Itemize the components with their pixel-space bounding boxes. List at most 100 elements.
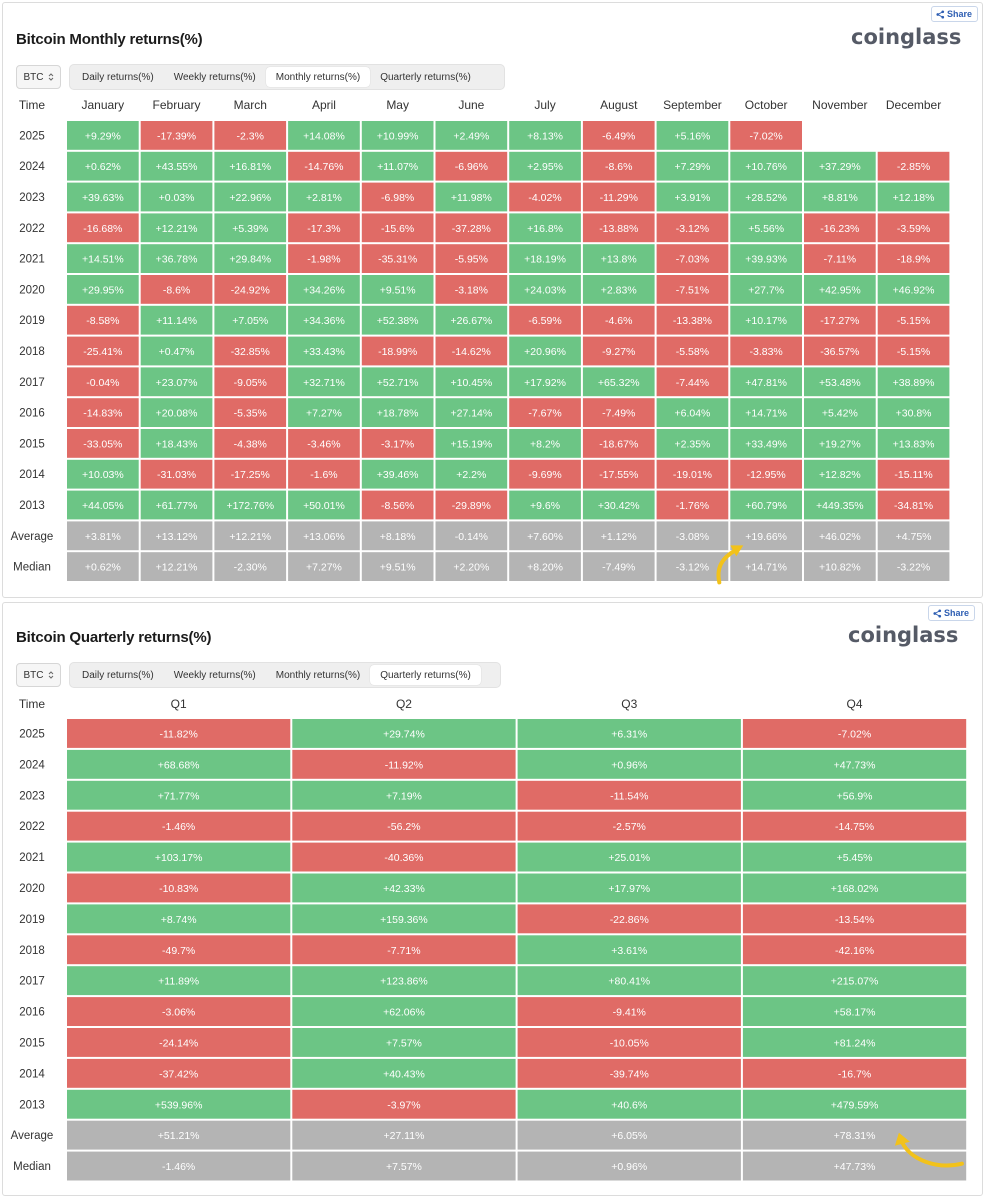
share-button[interactable]: Share [928,605,976,621]
heatmap-cell [214,367,287,397]
tab-quarterly[interactable]: Quarterly returns(%) [380,71,471,83]
heatmap-cell [877,429,950,458]
heatmap-cell [435,490,508,520]
heatmap-cell [509,244,581,273]
cell-value: +61.77% [156,500,198,512]
row-label: 2017 [19,976,45,988]
cell-value: +0.62% [85,562,121,574]
heatmap-cell [730,429,802,458]
tab-weekly[interactable]: Weekly returns(%) [173,71,256,83]
cell-value: -2.57% [613,821,646,833]
tab-monthly[interactable]: Monthly returns(%) [275,669,361,681]
heatmap-cell [656,490,729,520]
coin-select[interactable]: BTC [16,65,61,89]
coin-select[interactable]: BTC [16,663,61,687]
cell-value: -13.38% [673,315,712,327]
cell-value: +123.86% [380,976,428,988]
heatmap-cell [140,275,213,304]
heatmap-cell [804,367,876,397]
tab-monthly[interactable]: Monthly returns(%) [265,67,371,87]
heatmap-cell [214,275,287,304]
heatmap-cell [804,244,876,273]
column-header: Q2 [396,697,412,711]
row-label: 2018 [19,945,45,957]
cell-value: +29.84% [229,254,271,266]
heatmap-cell [361,213,434,243]
tab-daily[interactable]: Daily returns(%) [82,669,154,681]
heatmap-cell [877,521,950,551]
heatmap-cell [288,521,360,551]
cell-value: -3.18% [455,284,488,296]
highlight-arrow-head [894,1132,910,1146]
cell-value: -16.7% [838,1068,871,1080]
row-label: Median [13,562,51,574]
quarterly-returns-panel: Share Bitcoin Quarterly returns(%) coing… [2,602,983,1196]
heatmap-cell [730,490,802,520]
coin-select-value: BTC [23,669,44,681]
heatmap-cell [140,244,213,273]
heatmap-cell [214,552,287,581]
cell-value: -6.59% [528,315,561,327]
heatmap-cell [877,459,950,489]
heatmap-cell [517,904,741,934]
tab-quarterly[interactable]: Quarterly returns(%) [370,665,481,685]
heatmap-cell [509,552,581,581]
share-button[interactable]: Share [931,6,979,22]
tab-weekly[interactable]: Weekly returns(%) [173,669,256,681]
heatmap-cell [361,182,434,212]
heatmap-cell [804,336,876,366]
heatmap-cell [742,1151,967,1181]
cell-value: +449.35% [816,500,864,512]
cell-value: -6.96% [455,161,488,173]
row-label: 2024 [19,161,45,173]
heatmap-cell [67,873,291,903]
cell-value: +19.27% [819,438,861,450]
cell-value: +39.93% [745,254,787,266]
cell-value: -7.67% [528,408,561,420]
heatmap-cell [517,1058,741,1088]
tab-daily[interactable]: Daily returns(%) [82,71,154,83]
heatmap-cell [877,490,950,520]
cell-value: +5.56% [748,223,784,235]
heatmap-cell [509,521,581,551]
cell-value: -5.35% [234,408,267,420]
cell-value: +26.67% [450,315,492,327]
cell-value: +16.81% [229,161,271,173]
cell-value: +33.49% [745,438,787,450]
heatmap-cell [582,244,655,273]
heatmap-cell [140,336,213,366]
cell-value: -2.85% [897,161,930,173]
cell-value: -5.58% [676,346,709,358]
cell-value: -11.92% [385,759,423,771]
sort-updown-icon [48,671,53,679]
cell-value: -8.56% [381,500,414,512]
cell-value: +42.33% [383,883,425,895]
heatmap-cell [361,429,434,458]
heatmap-cell [730,305,802,335]
cell-value: +12.21% [156,562,198,574]
heatmap-cell [288,398,360,427]
share-icon [936,9,945,19]
cell-value: +168.02% [831,883,879,895]
heatmap-cell [361,336,434,366]
cell-value: -6.98% [381,192,414,204]
cell-value: -24.14% [159,1037,198,1049]
heatmap-cell [214,336,287,366]
cell-value: -31.03% [157,469,196,481]
heatmap-cell [804,521,876,551]
cell-value: -5.95% [455,254,488,266]
heatmap-cell [804,151,876,181]
heatmap-cell [582,305,655,335]
heatmap-cell [509,151,581,181]
column-header: September [663,98,722,112]
cell-value: +43.55% [156,161,198,173]
cell-value: +1.12% [601,531,637,543]
cell-value: -15.11% [894,469,932,481]
heatmap-cell [67,151,139,181]
cell-value: +11.14% [156,315,197,327]
row-label: 2016 [19,1007,45,1019]
cell-value: +12.21% [156,223,198,235]
heatmap-cell [804,275,876,304]
heatmap-cell [509,305,581,335]
row-label: 2013 [19,1099,45,1111]
